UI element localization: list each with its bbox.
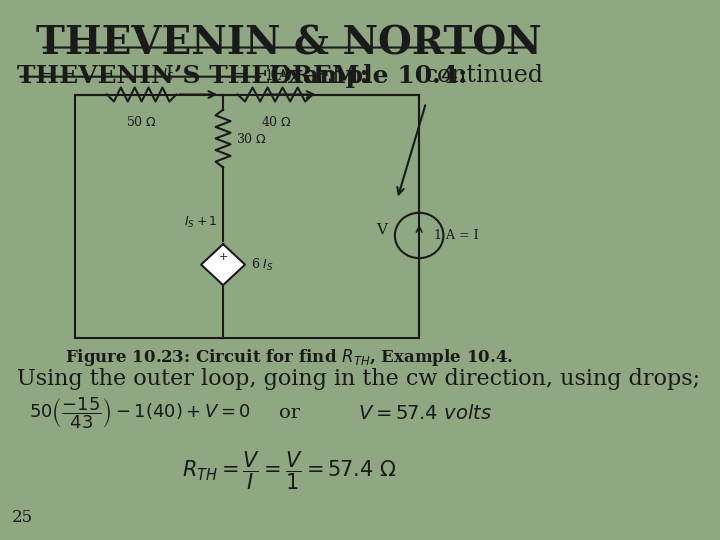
Text: 25: 25 <box>12 510 32 526</box>
Text: 40 $\Omega$: 40 $\Omega$ <box>261 115 292 129</box>
Text: or: or <box>279 404 300 422</box>
Text: Using the outer loop, going in the cw direction, using drops;: Using the outer loop, going in the cw di… <box>17 368 701 390</box>
Bar <box>75 94 419 338</box>
Text: THEVENIN’S THEOREM:: THEVENIN’S THEOREM: <box>17 64 369 87</box>
Text: $I_S$: $I_S$ <box>162 66 174 83</box>
Text: Figure 10.23: Circuit for find $R_{TH}$, Example 10.4.: Figure 10.23: Circuit for find $R_{TH}$,… <box>65 347 513 368</box>
Polygon shape <box>201 244 245 285</box>
Text: $R_{TH} = \dfrac{V}{I} = \dfrac{V}{1} = 57.4\ \Omega$: $R_{TH} = \dfrac{V}{I} = \dfrac{V}{1} = … <box>181 450 396 492</box>
Text: THEVENIN & NORTON: THEVENIN & NORTON <box>36 24 542 62</box>
Text: +: + <box>218 252 228 262</box>
Text: V: V <box>377 223 387 237</box>
Text: 50 $\Omega$: 50 $\Omega$ <box>126 115 157 129</box>
Text: $I_S+1$: $I_S+1$ <box>184 215 217 230</box>
Text: 6 $I_S$: 6 $I_S$ <box>251 256 274 273</box>
Text: 1 A = I: 1 A = I <box>433 229 478 242</box>
Text: 1 A: 1 A <box>265 69 289 83</box>
Text: $50\left(\dfrac{-15}{43}\right)-1(40)+V=0$: $50\left(\dfrac{-15}{43}\right)-1(40)+V=… <box>29 395 251 431</box>
Text: Example 10.4:: Example 10.4: <box>269 64 467 87</box>
Text: continued: continued <box>425 64 544 87</box>
Text: 30 $\Omega$: 30 $\Omega$ <box>235 132 267 145</box>
Text: $V = 57.4\ \mathit{volts}$: $V = 57.4\ \mathit{volts}$ <box>359 403 492 423</box>
